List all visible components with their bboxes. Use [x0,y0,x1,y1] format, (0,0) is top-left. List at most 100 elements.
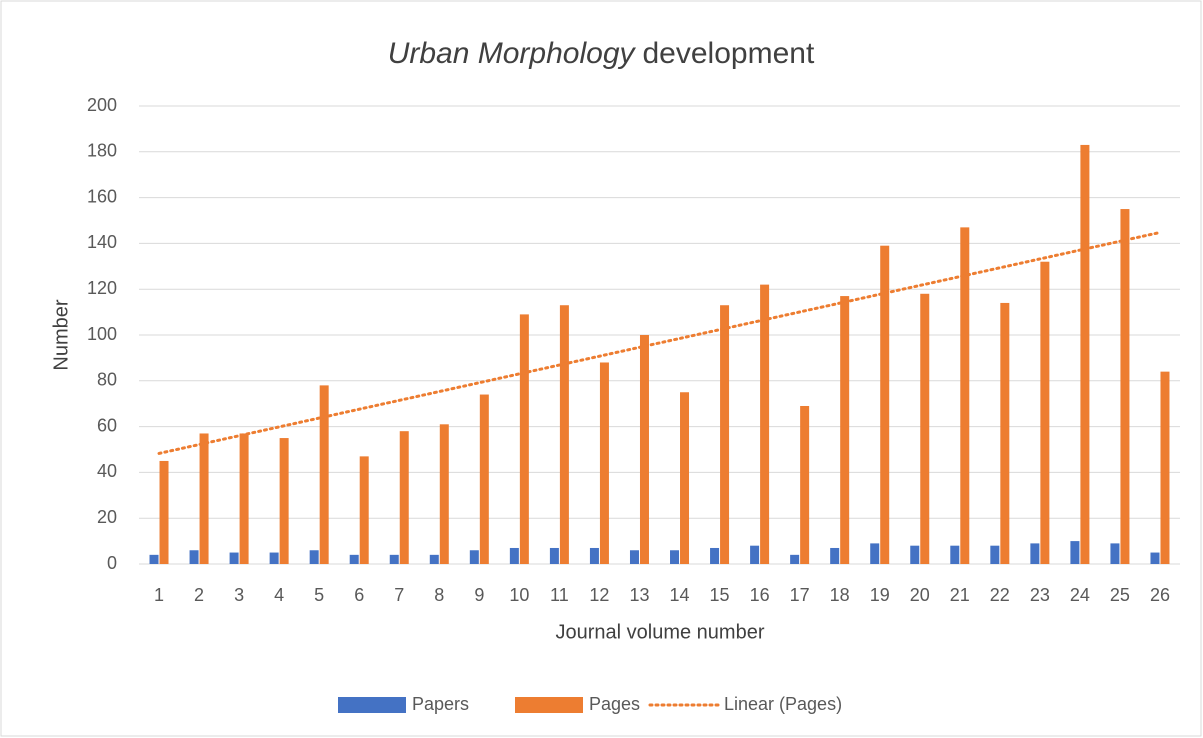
x-tick-label: 5 [314,585,324,605]
trendline [157,230,1162,455]
x-tick-label: 12 [589,585,609,605]
legend-label: Linear (Pages) [724,694,842,714]
bar [629,550,639,564]
bar [229,552,239,564]
x-tick-label: 25 [1110,585,1130,605]
title-rest: development [643,37,815,70]
x-tick-label: 23 [1030,585,1050,605]
title-italic: Urban Morphology [388,37,637,70]
y-axis-title: Number [50,299,72,370]
bar [389,554,399,564]
bar [509,547,519,564]
x-tick-label: 17 [790,585,810,605]
bar [199,433,209,564]
bar [359,456,369,564]
bar [1000,302,1010,564]
bar [1070,541,1080,564]
x-axis-title: Journal volume number [556,621,765,643]
x-tick-label: 1 [154,585,164,605]
x-tick-label: 16 [750,585,770,605]
bar [720,305,730,564]
x-tick-label: 3 [234,585,244,605]
x-tick-label: 13 [629,585,649,605]
bar [599,362,609,564]
x-tick-label: 21 [950,585,970,605]
x-tick-label: 15 [710,585,730,605]
bar [750,545,760,564]
x-tick-label: 20 [910,585,930,605]
bar [880,245,890,564]
bar [790,554,800,564]
bar [1030,543,1040,564]
bar [429,554,439,564]
bar [639,335,649,564]
y-tick-label: 80 [97,370,117,390]
bar [549,547,559,564]
bar [439,424,449,564]
x-tick-label: 7 [394,585,404,605]
x-tick-label: 8 [434,585,444,605]
bar [1150,552,1160,564]
bar [760,284,770,564]
x-tick-label: 19 [870,585,890,605]
x-tick-label: 22 [990,585,1010,605]
x-tick-label: 4 [274,585,284,605]
bar [910,545,920,564]
bar [1120,209,1130,565]
legend-swatch [515,697,583,713]
x-tick-label: 9 [474,585,484,605]
y-tick-label: 100 [87,324,117,344]
bar [830,547,840,564]
bar [589,547,599,564]
bar [1080,144,1090,564]
chart-title: Urban Morphology development [388,37,815,70]
bar [840,296,850,564]
bar [1110,543,1120,564]
bar [519,314,529,564]
x-tick-label: 10 [509,585,529,605]
x-tick-label: 26 [1150,585,1170,605]
y-tick-label: 20 [97,507,117,527]
y-tick-label: 180 [87,141,117,161]
y-tick-label: 60 [97,415,117,435]
x-tick-label: 6 [354,585,364,605]
x-tick-label: 2 [194,585,204,605]
bar [680,392,690,564]
bar [309,550,319,564]
bar [950,545,960,564]
bar [319,385,329,564]
bar [1160,371,1170,564]
y-tick-label: 40 [97,461,117,481]
bar [159,460,169,564]
bar [149,554,159,564]
bar [399,431,409,564]
x-tick-label: 24 [1070,585,1090,605]
bar [960,227,970,564]
bar [710,547,720,564]
bar [189,550,199,564]
y-tick-label: 140 [87,232,117,252]
legend-label: Papers [412,694,469,714]
bar [920,293,930,564]
bar [349,554,359,564]
bar [239,433,249,564]
bar [279,438,289,564]
bar [479,394,489,564]
y-tick-label: 160 [87,186,117,206]
y-tick-label: 200 [87,95,117,115]
legend-swatch [338,697,406,713]
bar [800,405,810,564]
bar [990,545,1000,564]
x-tick-label: 14 [670,585,690,605]
bar [870,543,880,564]
bar [269,552,279,564]
bar [469,550,479,564]
x-tick-label: 18 [830,585,850,605]
bar [559,305,569,564]
y-tick-label: 120 [87,278,117,298]
legend-label: Pages [589,694,640,714]
y-tick-label: 0 [107,553,117,573]
x-tick-label: 11 [550,585,569,605]
bar [670,550,680,564]
